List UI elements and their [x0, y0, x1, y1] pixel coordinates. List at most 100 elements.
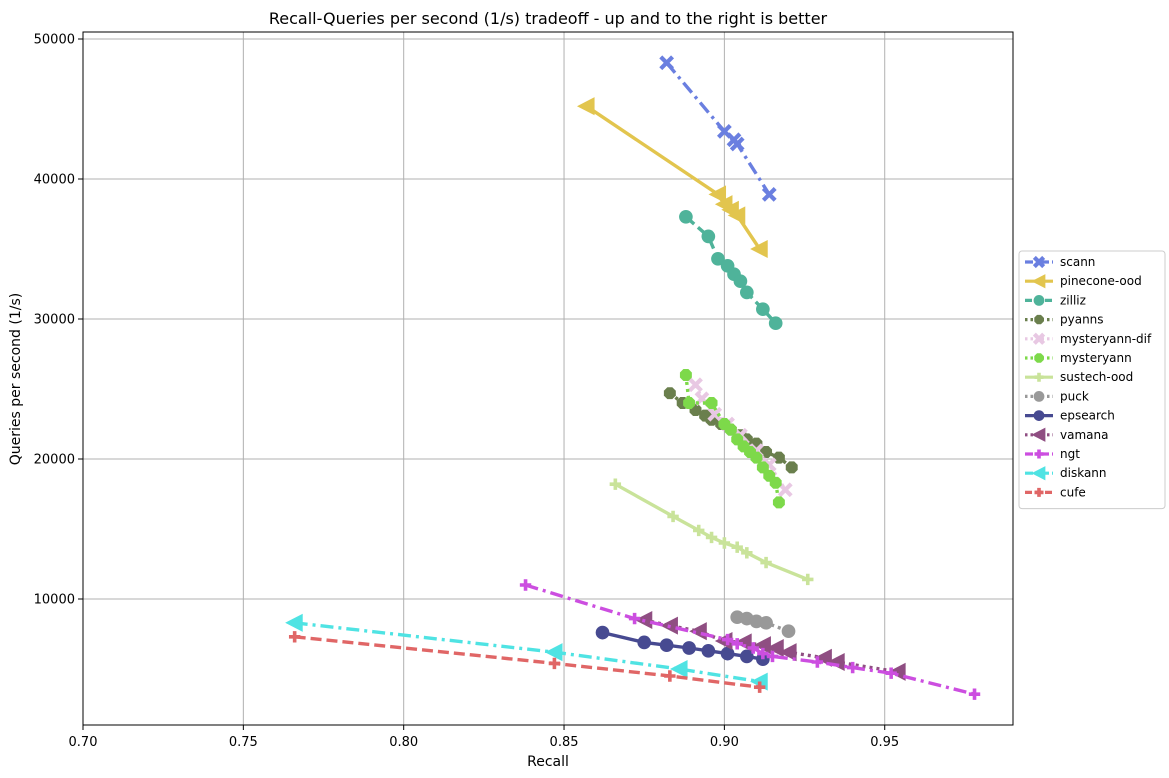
legend-item-mysteryann-dif: mysteryann-dif	[1025, 332, 1152, 346]
legend-swatch-marker	[1031, 274, 1046, 289]
data-point	[846, 661, 859, 674]
legend-label: epsearch	[1060, 409, 1115, 423]
legend-item-ngt: ngt	[1025, 447, 1080, 461]
legend-swatch-marker	[1032, 255, 1046, 269]
data-point	[548, 657, 561, 670]
y-tick-label: 40000	[34, 173, 75, 188]
legend-swatch-marker	[1033, 391, 1045, 402]
x-tick-label: 0.95	[870, 735, 899, 750]
data-point	[731, 638, 743, 650]
legend-label: puck	[1060, 389, 1089, 403]
y-tick-label: 50000	[34, 33, 75, 48]
data-point	[711, 251, 725, 266]
data-point	[659, 55, 675, 71]
data-point	[766, 638, 784, 658]
data-point	[679, 209, 693, 224]
data-point	[734, 633, 752, 652]
data-point	[968, 688, 981, 700]
data-point	[724, 423, 737, 436]
data-point	[739, 285, 754, 300]
chart-title: Recall-Queries per second (1/s) tradeoff…	[269, 9, 828, 28]
series-zilliz	[679, 209, 783, 331]
legend-label: cufe	[1060, 485, 1086, 499]
data-point	[708, 185, 727, 204]
legend-label: diskann	[1060, 466, 1107, 480]
legend-item-pyanns: pyanns	[1025, 313, 1104, 327]
legend-swatch-marker	[1034, 353, 1044, 363]
legend-label: pyanns	[1060, 313, 1104, 327]
data-point	[781, 624, 796, 639]
plot-frame	[82, 31, 1014, 726]
legend-swatch-marker	[1034, 449, 1044, 459]
legend-item-epsearch: epsearch	[1025, 409, 1115, 423]
legend-label: mysteryann-dif	[1060, 332, 1152, 346]
data-point	[888, 662, 906, 681]
data-point	[811, 656, 824, 668]
y-tick-label: 30000	[34, 313, 75, 328]
data-point	[802, 573, 814, 586]
data-point	[777, 482, 793, 498]
data-point	[576, 97, 595, 116]
data-point	[679, 369, 692, 381]
series-line	[294, 635, 760, 689]
series-cufe	[288, 631, 766, 693]
x-tick-label: 0.70	[69, 735, 98, 750]
y-tick-label: 20000	[34, 453, 75, 468]
plot-area: 0.70 0.75 0.80 0.85 0.90 0.95 10000 20000 30000…	[34, 31, 1014, 750]
data-point	[609, 478, 622, 490]
series-mysteryann	[679, 369, 785, 509]
series-line	[294, 621, 760, 684]
data-point	[772, 496, 785, 509]
data-point	[760, 556, 772, 569]
legend-swatch-marker	[1031, 427, 1046, 442]
series-pinecone-ood	[576, 97, 768, 259]
data-point	[729, 136, 745, 152]
data-point	[683, 397, 696, 409]
legend-label: sustech-ood	[1060, 370, 1133, 384]
data-point	[827, 652, 845, 672]
series-sustech-ood	[609, 478, 814, 586]
x-tick-label: 0.90	[710, 735, 739, 750]
series-ngt	[519, 579, 981, 700]
data-point	[705, 397, 718, 409]
series-vamana	[634, 610, 906, 681]
series-scann	[659, 55, 777, 202]
data-point	[779, 643, 797, 662]
legend-swatch-marker	[1034, 487, 1044, 497]
legend-item-pinecone-ood: pinecone-ood	[1025, 274, 1142, 289]
legend-item-vamana: vamana	[1025, 427, 1108, 442]
legend-item-zilliz: zilliz	[1025, 293, 1086, 307]
data-point	[663, 387, 676, 400]
data-point	[288, 631, 301, 643]
data-point	[701, 229, 716, 244]
data-point	[756, 302, 770, 317]
legend-item-cufe: cufe	[1025, 485, 1086, 499]
data-point	[669, 659, 688, 679]
series-line	[684, 215, 777, 325]
series-puck	[730, 610, 796, 639]
legend-swatch-marker	[1033, 295, 1045, 306]
data-point	[628, 612, 641, 625]
data-point	[739, 649, 754, 664]
data-point	[689, 622, 707, 641]
data-point	[682, 641, 696, 655]
data-point	[750, 239, 768, 259]
data-point	[664, 670, 676, 682]
data-point	[707, 406, 723, 422]
x-axis-title: Recall	[527, 754, 569, 770]
data-point	[718, 537, 731, 549]
legend-label: scann	[1060, 255, 1095, 269]
data-point	[753, 636, 771, 655]
data-point	[285, 613, 303, 632]
data-point	[701, 643, 716, 658]
data-point	[753, 681, 766, 693]
data-point	[688, 377, 703, 393]
data-point	[659, 638, 674, 653]
series-line	[665, 61, 771, 196]
y-axis-title: Queries per second (1/s)	[8, 293, 24, 465]
legend-label: ngt	[1060, 447, 1080, 461]
data-point	[759, 615, 773, 630]
legend-swatch-marker	[1034, 372, 1044, 382]
legend-swatch-marker	[1032, 332, 1046, 345]
